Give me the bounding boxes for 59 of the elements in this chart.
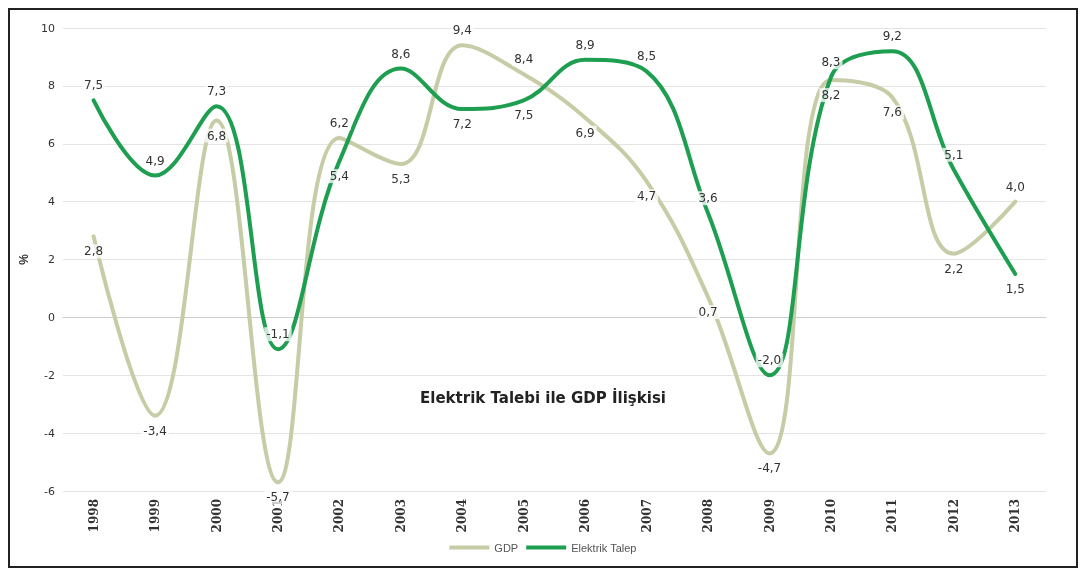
y-tick-label: 4 (47, 195, 55, 209)
x-tick-label: 2000 (209, 499, 224, 533)
legend-label: GDP (494, 541, 519, 554)
x-tick-label: 2012 (946, 499, 961, 533)
data-label: 7,5 (84, 78, 104, 93)
y-tick-label: 6 (47, 137, 55, 151)
data-label: 6,9 (575, 125, 595, 140)
data-label: -3,4 (143, 423, 167, 438)
data-label: 6,8 (206, 128, 227, 143)
data-label: -4,7 (757, 461, 782, 476)
data-label: 0,7 (698, 305, 718, 320)
y-tick-label: 2 (47, 253, 55, 266)
data-label: 3,6 (698, 191, 718, 206)
x-tick-label: 2013 (1008, 499, 1023, 533)
data-label: 2,2 (944, 261, 964, 276)
data-label: 9,4 (452, 23, 472, 38)
x-tick-label: 1998 (86, 499, 101, 533)
data-label: 8,3 (821, 55, 841, 70)
y-tick-label: 0 (47, 310, 55, 324)
data-label: 6,2 (329, 115, 349, 130)
data-label: 8,9 (575, 37, 595, 52)
data-label: 2,8 (84, 244, 104, 259)
data-label: 5,4 (329, 169, 349, 184)
x-tick-label: 2007 (639, 499, 654, 533)
data-label: 8,4 (514, 52, 534, 67)
y-tick-label: 10 (40, 21, 55, 35)
y-tick-label: -6 (43, 484, 55, 498)
data-label: -1,1 (266, 327, 290, 342)
data-label: 5,3 (391, 172, 411, 187)
x-tick-label: 1999 (148, 499, 163, 533)
y-tick-label: 8 (47, 79, 55, 93)
data-label: 8,2 (821, 88, 841, 103)
y-axis-title: % (17, 253, 31, 265)
data-label: -2,0 (757, 353, 782, 368)
data-label: 7,2 (452, 117, 472, 132)
data-label: 7,6 (882, 105, 902, 120)
data-label: 9,2 (882, 29, 902, 44)
text: Elektrik Talebi ile GDP İlişkisi (420, 387, 666, 407)
data-label: 1,5 (1005, 281, 1025, 296)
x-tick-label: 2010 (823, 499, 838, 533)
x-tick-label: 2003 (393, 499, 408, 533)
x-tick-label: 2011 (885, 499, 900, 533)
x-tick-label: 2005 (516, 499, 531, 533)
data-label: 4,0 (1005, 179, 1025, 194)
data-label: 5,1 (944, 147, 964, 162)
data-label: 8,5 (637, 49, 657, 64)
x-tick-label: 2002 (332, 499, 347, 533)
y-tick-label: -4 (43, 426, 55, 440)
data-label: 8,6 (391, 46, 411, 61)
data-label: 7,3 (206, 84, 227, 99)
data-label: 4,7 (637, 189, 657, 204)
y-tick-label: -2 (43, 368, 55, 382)
legend-label: Elektrik Talep (571, 541, 637, 554)
x-tick-label: 2006 (578, 499, 593, 533)
x-tick-label: 2008 (701, 499, 716, 533)
data-label: 4,9 (145, 153, 165, 168)
x-tick-label: 2004 (455, 499, 470, 533)
x-tick-label: 2009 (762, 499, 777, 533)
data-label: 7,5 (514, 108, 534, 123)
